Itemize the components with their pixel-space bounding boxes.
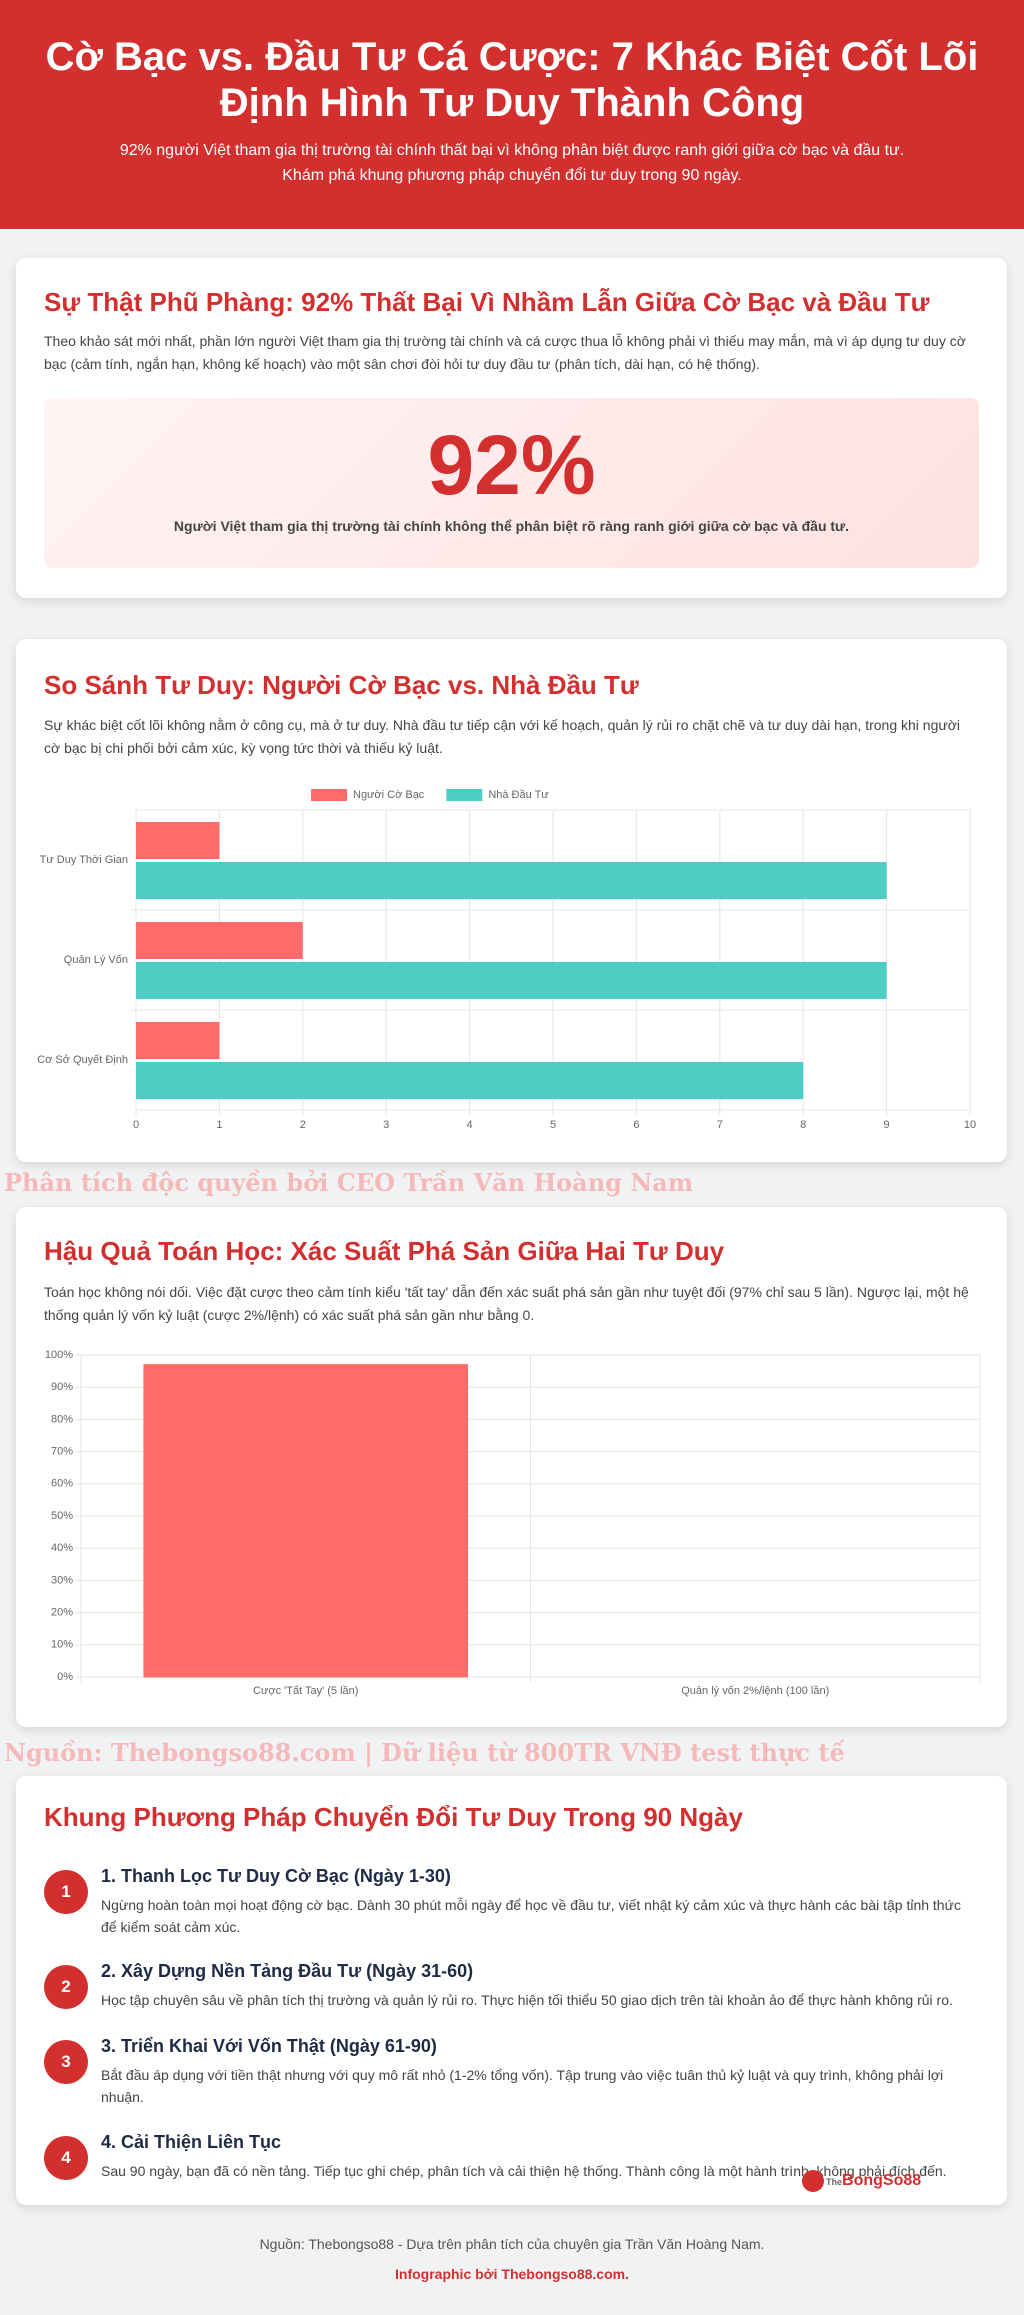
x-tick-label: 3 <box>383 1119 389 1131</box>
step-title: 2. Xây Dựng Nền Tảng Đầu Tư (Ngày 31-60) <box>101 1961 474 1981</box>
y-tick-label: 40% <box>51 1542 73 1554</box>
card: Sự Thật Phũ Phàng: 92% Thất Bại Vì Nhầm … <box>16 258 1007 598</box>
legend-label: Người Cờ Bạc <box>353 789 425 801</box>
y-tick-label: 10% <box>51 1639 73 1651</box>
stat-value: 92% <box>427 418 596 512</box>
y-tick-label: Quản Lý Vốn <box>64 954 128 966</box>
logo-icon <box>802 2170 824 2192</box>
x-tick-label: 6 <box>633 1119 639 1131</box>
step-title: 1. Thanh Lọc Tư Duy Cờ Bạc (Ngày 1-30) <box>101 1866 451 1886</box>
section-title: Khung Phương Pháp Chuyển Đổi Tư Duy Tron… <box>44 1802 743 1832</box>
step-text: Học tập chuyên sâu về phân tích thị trườ… <box>101 1992 953 2008</box>
step-text: Sau 90 ngày, bạn đã có nền tảng. Tiếp tụ… <box>101 2163 947 2179</box>
section-text: Toán học không nói dối. Việc đặt cược th… <box>44 1284 969 1323</box>
stat-caption: Người Việt tham gia thị trường tài chính… <box>173 518 850 534</box>
x-tick-label: 5 <box>550 1119 556 1131</box>
chart: 0% 10% 20% 30% 40% 50% 60% 70% 80% 90% 100% Cược 'T… <box>45 1349 981 1697</box>
x-tick-label: 7 <box>717 1119 723 1131</box>
section-title: So Sánh Tư Duy: Người Cờ Bạc vs. Nhà Đầu… <box>44 670 639 700</box>
section-title: Hậu Quả Toán Học: Xác Suất Phá Sản Giữa … <box>44 1236 725 1266</box>
logo-name: BongSo88 <box>842 2172 922 2190</box>
bar <box>143 1364 469 1678</box>
y-tick-label: Cơ Sở Quyết Định <box>37 1054 128 1066</box>
header: Cờ Bạc vs. Đầu Tư Cá Cược: 7 Khác Biệt C… <box>0 0 1024 229</box>
y-tick-label: 60% <box>51 1478 73 1490</box>
y-tick-label: 80% <box>51 1413 73 1425</box>
step-number: 3 <box>44 2040 88 2084</box>
chart: 0 1 2 3 4 5 6 7 8 9 10 Tư Duy Thời Gian Quản Lý Vốn C… <box>37 789 976 1131</box>
y-tick-label: 90% <box>51 1381 73 1393</box>
x-tick-label: 2 <box>300 1119 306 1131</box>
footer-source: Nguồn: Thebongso88 - Dựa trên phân tích … <box>259 2236 765 2252</box>
card: Khung Phương Pháp Chuyển Đổi Tư Duy Tron… <box>16 1776 1007 2205</box>
y-tick-label: Tư Duy Thời Gian <box>40 854 128 866</box>
stat-box: 92% Người Việt tham gia thị trường tài c… <box>44 398 979 568</box>
section-text: Sự khác biệt cốt lõi không nằm ở công cụ… <box>44 717 961 756</box>
x-tick-label: 1 <box>216 1119 222 1131</box>
page-title: Cờ Bạc vs. Đầu Tư Cá Cược: 7 Khác Biệt C… <box>45 35 979 125</box>
footer-credit: Infographic bởi Thebongso88.com. <box>395 2266 629 2282</box>
bar <box>136 1022 220 1059</box>
y-tick-label: 50% <box>51 1510 73 1522</box>
bar <box>136 862 887 899</box>
bar <box>136 962 887 999</box>
y-tick-label: 30% <box>51 1574 73 1586</box>
bar <box>136 922 303 959</box>
y-tick-label: 100% <box>45 1349 73 1361</box>
x-tick-label: 8 <box>800 1119 806 1131</box>
y-tick-label: 70% <box>51 1446 73 1458</box>
y-tick-label: 20% <box>51 1607 73 1619</box>
step-text: Ngừng hoàn toàn mọi hoạt động cờ bạc. Dà… <box>101 1897 961 1935</box>
bar <box>136 1062 804 1099</box>
x-tick-label: Quản lý vốn 2%/lệnh (100 lần) <box>681 1685 829 1697</box>
legend-swatch <box>311 789 347 801</box>
x-tick-label: 9 <box>884 1119 890 1131</box>
x-tick-label: 10 <box>964 1119 976 1131</box>
legend-swatch <box>446 789 483 801</box>
page-subtitle: 92% người Việt tham gia thị trường tài c… <box>119 142 905 184</box>
logo-prefix: The <box>826 2177 843 2188</box>
watermark: Nguồn: Thebongso88.com | Dữ liệu từ 800T… <box>4 1738 845 1767</box>
step-number: 1 <box>44 1870 88 1914</box>
y-tick-label: 0% <box>57 1671 73 1683</box>
step-number: 2 <box>44 1965 88 2009</box>
step-title: 4. Cải Thiện Liên Tục <box>101 2132 282 2152</box>
watermark: Phân tích độc quyền bởi CEO Trần Văn Hoà… <box>4 1168 694 1197</box>
x-tick-label: 4 <box>467 1119 473 1131</box>
legend-label: Nhà Đầu Tư <box>488 789 549 801</box>
step-number: 4 <box>44 2136 88 2180</box>
step-title: 3. Triển Khai Với Vốn Thật (Ngày 61-90) <box>101 2036 437 2056</box>
logo: TheBongSo88 <box>802 2170 921 2192</box>
x-tick-label: Cược 'Tất Tay' (5 lần) <box>253 1685 358 1697</box>
section-title: Sự Thật Phũ Phàng: 92% Thất Bại Vì Nhầm … <box>44 287 930 317</box>
x-tick-label: 0 <box>133 1119 139 1131</box>
section-text: Theo khảo sát mới nhất, phần lớn người V… <box>44 333 966 372</box>
step-text: Bắt đầu áp dụng với tiền thật nhưng với … <box>101 2067 944 2105</box>
bar <box>136 822 220 859</box>
